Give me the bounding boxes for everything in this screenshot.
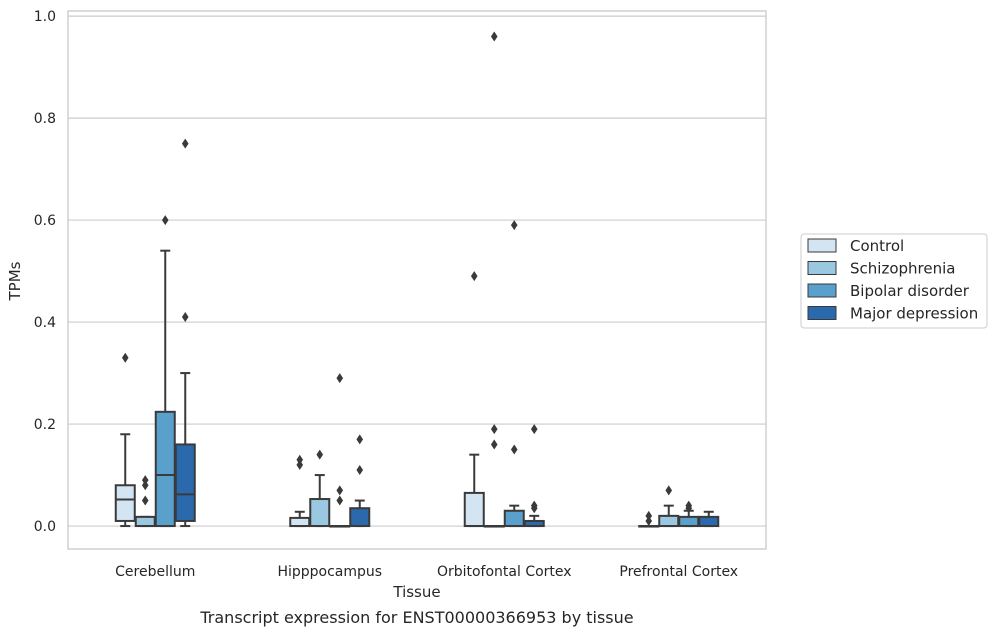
box-0-3 (638, 510, 660, 528)
box-body (678, 515, 700, 528)
outlier-point (356, 464, 364, 475)
outlier-point (470, 271, 478, 282)
box-2-0 (154, 215, 176, 528)
legend-label: Major depression (850, 305, 978, 323)
chart-caption: Transcript expression for ENST0000036695… (199, 608, 633, 627)
legend-swatch (807, 283, 837, 298)
y-ticks: 0.0 0.2 0.4 0.6 0.8 1.0 (34, 9, 56, 535)
outlier-point (141, 475, 149, 486)
y-axis-label: TPMs (6, 261, 24, 301)
legend-label: Schizophrenia (850, 260, 955, 278)
box-1-3 (658, 485, 680, 528)
box-body (134, 515, 156, 528)
outlier-point (296, 454, 304, 465)
y-tick-label: 0.4 (34, 315, 56, 331)
box-0-1 (289, 454, 311, 528)
box-body (463, 491, 485, 528)
y-tick-label: 0.0 (34, 519, 56, 535)
box-0-2 (463, 271, 485, 528)
outlier-point (510, 444, 518, 455)
outlier-point (530, 500, 538, 511)
outlier-point (685, 500, 693, 511)
legend-label: Bipolar disorder (850, 282, 970, 300)
box-2-1 (329, 373, 351, 528)
plot-frame (67, 10, 767, 550)
y-tick-label: 0.8 (34, 111, 56, 127)
box-body (658, 514, 680, 528)
outlier-point (356, 434, 364, 445)
legend-swatch (807, 306, 837, 320)
x-tick-label: Prefrontal Cortex (619, 564, 738, 580)
boxes (114, 31, 720, 528)
legend-frame (800, 233, 988, 329)
box-3-0 (174, 138, 196, 528)
outlier-point (336, 373, 344, 384)
legend: Control Schizophrenia Bipolar disorder Majo… (800, 233, 988, 329)
box-body (174, 443, 196, 522)
outlier-point (490, 424, 498, 435)
box-body (698, 515, 720, 528)
box-2-3 (678, 500, 700, 528)
x-axis-label: Tissue (392, 583, 440, 601)
box-body (349, 507, 371, 528)
legend-swatch (807, 238, 837, 253)
box-body (154, 410, 176, 528)
outlier-point (336, 485, 344, 496)
legend-swatch (807, 261, 837, 275)
box-1-0 (134, 475, 156, 528)
y-tick-label: 0.6 (34, 213, 56, 229)
box-3-3 (698, 510, 720, 528)
box-body (309, 498, 331, 528)
legend-label: Control (850, 237, 904, 255)
outlier-point (490, 31, 498, 42)
outlier-point (645, 510, 653, 521)
box-1-2 (483, 31, 505, 528)
x-tick-label: Orbitofontal Cortex (437, 564, 572, 580)
outlier-point (141, 495, 149, 506)
outlier-point (181, 138, 189, 149)
box-body (503, 509, 525, 528)
outlier-point (510, 220, 518, 231)
x-tick-label: Hipppocampus (277, 564, 382, 580)
box-2-2 (503, 220, 525, 528)
box-body (289, 516, 311, 528)
outlier-point (121, 352, 129, 363)
outlier-point (161, 215, 169, 226)
y-tick-label: 1.0 (34, 9, 56, 25)
x-tick-label: Cerebellum (115, 564, 195, 580)
box-0-0 (114, 352, 136, 528)
outlier-point (316, 449, 324, 460)
outlier-point (645, 515, 653, 526)
box-body (114, 484, 136, 522)
box-1-1 (309, 449, 331, 528)
outlier-point (665, 485, 673, 496)
outlier-point (336, 495, 344, 506)
box-3-1 (349, 434, 371, 528)
y-tick-label: 0.2 (34, 417, 56, 433)
x-ticks: Cerebellum Hipppocampus Orbitofontal Corte… (115, 564, 738, 580)
outlier-point (530, 424, 538, 435)
outlier-point (490, 439, 498, 450)
outlier-point (141, 480, 149, 491)
outlier-point (181, 311, 189, 322)
box-3-2 (523, 424, 545, 528)
outlier-point (296, 459, 304, 470)
